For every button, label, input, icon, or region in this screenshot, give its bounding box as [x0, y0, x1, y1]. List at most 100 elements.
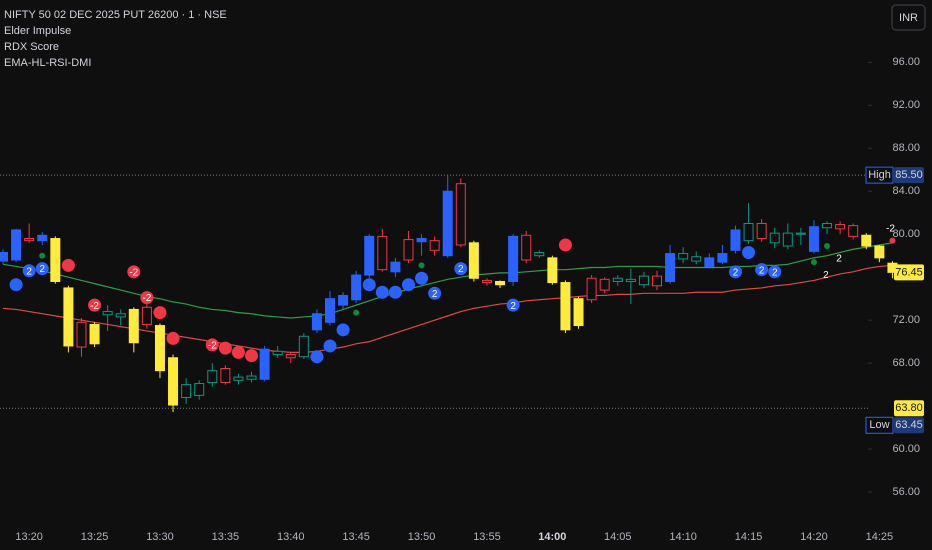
candle-body	[769, 232, 780, 244]
candle-body	[455, 183, 466, 246]
price-tag-name: High	[868, 169, 891, 181]
candle-body	[835, 224, 846, 230]
candle-body	[50, 238, 61, 282]
candle-body	[861, 234, 872, 247]
price-tag	[894, 400, 924, 417]
candle-body	[24, 238, 35, 242]
y-tick-label: 88.00	[892, 142, 920, 154]
x-tick-label: 14:20	[800, 531, 828, 543]
y-tick-label: 72.00	[892, 314, 920, 326]
y-tick-label: 56.00	[892, 486, 920, 498]
signal-marker	[140, 291, 154, 305]
signal-marker	[245, 349, 259, 363]
candle-body	[704, 257, 715, 267]
price-tag-name-box	[865, 166, 894, 184]
signal-marker	[231, 345, 245, 359]
candle-body	[37, 234, 48, 242]
signal-marker	[755, 263, 769, 277]
price-tag-name-box	[865, 416, 894, 434]
signal-marker	[824, 243, 831, 250]
signal-marker	[153, 306, 167, 320]
candle-body	[508, 235, 519, 282]
x-tick-label: 14:00	[538, 531, 566, 543]
indicator-name: Elder Impulse	[4, 25, 71, 37]
candle-body	[495, 280, 506, 286]
candle-body	[128, 308, 139, 344]
candle-body	[259, 348, 270, 380]
candle-body	[468, 242, 479, 279]
signal-label: 2	[510, 301, 516, 312]
candle-body	[782, 232, 793, 247]
signal-label: 2	[39, 264, 45, 275]
signal-marker	[336, 323, 350, 337]
x-tick-label: 13:50	[408, 531, 436, 543]
signal-marker	[889, 237, 896, 244]
currency-button[interactable]	[891, 4, 926, 31]
price-tag-label: 63.80	[895, 402, 923, 414]
candle-body	[756, 222, 767, 240]
candle-body	[141, 306, 152, 325]
signal-label: 2	[26, 266, 32, 277]
signal-label: -2	[129, 267, 138, 278]
candle-body	[808, 226, 819, 252]
candle-body	[795, 232, 806, 235]
y-tick-label: 84.00	[892, 185, 920, 197]
x-tick-label: 14:05	[604, 531, 632, 543]
x-tick-label: 13:30	[146, 531, 174, 543]
price-tag	[894, 417, 924, 434]
signal-marker	[205, 338, 219, 352]
candle-body	[76, 321, 87, 348]
candle-body	[89, 323, 100, 345]
x-tick-label: 13:25	[81, 531, 109, 543]
signal-label: 2	[759, 265, 765, 276]
signal-marker	[558, 238, 572, 252]
y-tick-label: 92.00	[892, 99, 920, 111]
candle-body	[429, 240, 440, 251]
signal-marker	[418, 262, 425, 269]
candle-body	[403, 239, 414, 261]
x-tick-label: 13:55	[473, 531, 501, 543]
candle-body	[625, 278, 636, 282]
candle-body	[168, 357, 179, 406]
candle-body	[573, 298, 584, 327]
x-tick-label: 14:15	[735, 531, 763, 543]
signal-marker	[362, 278, 376, 292]
signal-marker	[401, 278, 415, 292]
candle-body	[115, 313, 126, 318]
signal-marker	[388, 285, 402, 299]
signal-label: 2	[772, 267, 778, 278]
price-tag-label: 85.50	[895, 169, 923, 181]
signal-marker	[88, 298, 102, 312]
candle-body	[338, 294, 349, 306]
signal-marker	[506, 298, 520, 312]
candle-body	[743, 222, 754, 242]
candle-body	[822, 222, 833, 229]
signal-marker	[353, 309, 360, 316]
signal-marker	[768, 265, 782, 279]
price-tag-label: 76.45	[895, 266, 923, 278]
candle-body	[390, 261, 401, 273]
candle-body	[0, 251, 8, 262]
signal-marker	[810, 259, 817, 266]
candle-body	[521, 234, 532, 261]
price-tag-label: 63.45	[895, 419, 923, 431]
signal-marker	[428, 286, 442, 300]
y-tick-label: 60.00	[892, 443, 920, 455]
candle-body	[534, 251, 545, 257]
indicator-name: EMA-HL-RSI-DMI	[4, 57, 91, 69]
signal-label: -2	[90, 301, 99, 312]
candle-body	[285, 354, 296, 359]
y-tick-label: 80.00	[892, 228, 920, 240]
candle-body	[246, 375, 257, 380]
candle-body	[612, 277, 623, 282]
candle-body	[638, 275, 649, 286]
ema-line	[2, 264, 893, 353]
currency-label[interactable]: INR	[899, 12, 918, 24]
candle-body	[560, 282, 571, 331]
candle-body	[194, 383, 205, 396]
x-tick-label: 13:45	[342, 531, 370, 543]
candle-body	[691, 256, 702, 262]
